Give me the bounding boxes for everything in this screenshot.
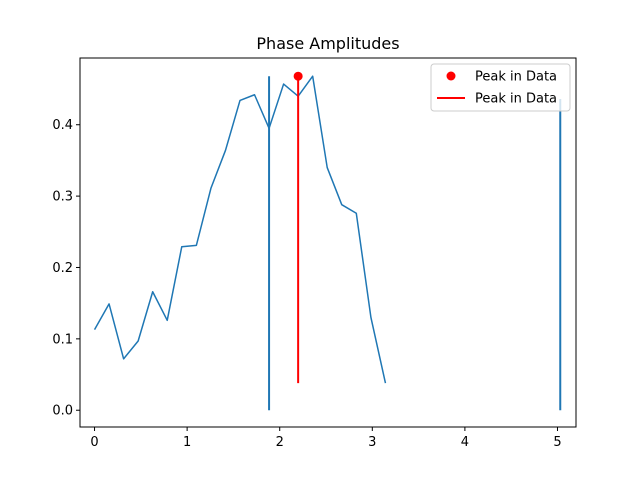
x-tick-label: 1 [183, 435, 191, 450]
chart-title: Phase Amplitudes [256, 34, 399, 53]
y-tick-label: 0.3 [52, 190, 73, 205]
y-tick-label: 0.2 [52, 261, 73, 276]
plot-area [93, 71, 562, 411]
x-axis-ticks: 0 1 2 3 4 5 [90, 427, 562, 450]
x-tick-label: 4 [461, 435, 469, 450]
y-tick-label: 0.4 [52, 118, 73, 133]
peak-point [293, 71, 303, 81]
x-tick-label: 2 [276, 435, 284, 450]
y-tick-label: 0.0 [52, 404, 73, 419]
y-axis-ticks: 0.0 0.1 0.2 0.3 0.4 [52, 118, 80, 419]
axes-frame [79, 57, 577, 428]
legend-marker-dot [446, 71, 456, 81]
legend-label-dot: Peak in Data [475, 70, 557, 85]
legend: Peak in Data Peak in Data [430, 63, 571, 112]
legend-label-line: Peak in Data [475, 92, 557, 107]
x-tick-label: 0 [90, 435, 98, 450]
y-tick-label: 0.1 [52, 332, 73, 347]
x-tick-label: 3 [368, 435, 376, 450]
legend-box [430, 63, 571, 112]
series-line [93, 75, 387, 384]
x-tick-label: 5 [553, 435, 561, 450]
